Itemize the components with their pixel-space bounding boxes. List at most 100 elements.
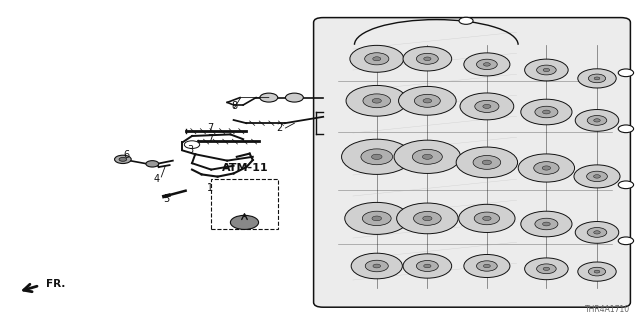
Circle shape <box>350 45 404 72</box>
Circle shape <box>594 119 600 122</box>
Circle shape <box>424 57 431 60</box>
Circle shape <box>536 65 556 75</box>
Circle shape <box>594 77 600 80</box>
Circle shape <box>588 116 607 125</box>
Circle shape <box>423 216 432 221</box>
Circle shape <box>394 140 461 173</box>
Text: THR4A1710: THR4A1710 <box>585 305 630 314</box>
Circle shape <box>578 262 616 281</box>
Circle shape <box>373 264 381 268</box>
Circle shape <box>477 59 497 69</box>
Circle shape <box>464 53 510 76</box>
Circle shape <box>594 231 600 234</box>
Circle shape <box>575 221 619 243</box>
Circle shape <box>146 161 159 167</box>
Text: 4: 4 <box>154 173 160 184</box>
Circle shape <box>460 93 514 120</box>
Circle shape <box>477 261 497 271</box>
Circle shape <box>260 93 278 102</box>
Circle shape <box>518 154 575 182</box>
Text: 2: 2 <box>276 123 283 133</box>
Circle shape <box>403 254 452 278</box>
Circle shape <box>483 104 491 108</box>
Circle shape <box>536 264 556 274</box>
Circle shape <box>618 69 634 77</box>
Circle shape <box>230 215 259 229</box>
Circle shape <box>618 125 634 132</box>
Circle shape <box>397 203 458 234</box>
Circle shape <box>184 141 200 148</box>
Circle shape <box>483 216 491 220</box>
Text: 6: 6 <box>124 150 130 160</box>
Circle shape <box>424 264 431 268</box>
Circle shape <box>588 267 605 276</box>
Circle shape <box>345 203 409 235</box>
Circle shape <box>417 53 438 64</box>
Circle shape <box>365 260 388 272</box>
Circle shape <box>423 99 432 103</box>
Circle shape <box>285 93 303 102</box>
Circle shape <box>483 63 490 66</box>
Circle shape <box>119 157 127 161</box>
Text: 3: 3 <box>187 145 193 155</box>
Circle shape <box>593 175 600 178</box>
Circle shape <box>365 53 389 65</box>
Circle shape <box>483 160 492 165</box>
Circle shape <box>575 109 619 131</box>
Circle shape <box>351 253 403 279</box>
Circle shape <box>456 147 518 178</box>
Circle shape <box>618 237 634 245</box>
Circle shape <box>534 162 559 174</box>
Circle shape <box>535 106 558 118</box>
Circle shape <box>403 47 452 71</box>
Circle shape <box>412 149 442 164</box>
Circle shape <box>372 57 381 61</box>
Circle shape <box>521 99 572 125</box>
Circle shape <box>342 139 412 174</box>
Circle shape <box>372 216 381 221</box>
Circle shape <box>543 222 550 226</box>
Circle shape <box>413 212 441 225</box>
Circle shape <box>543 110 550 114</box>
Circle shape <box>525 258 568 280</box>
Bar <box>211 179 278 229</box>
Circle shape <box>588 228 607 237</box>
Text: 7: 7 <box>207 123 213 133</box>
Circle shape <box>483 264 490 268</box>
Circle shape <box>474 212 500 225</box>
Text: 8: 8 <box>231 101 237 111</box>
Text: FR.: FR. <box>46 279 65 289</box>
FancyBboxPatch shape <box>314 18 630 307</box>
Circle shape <box>371 154 382 159</box>
Circle shape <box>525 59 568 81</box>
Circle shape <box>372 99 381 103</box>
Circle shape <box>361 149 392 165</box>
Circle shape <box>587 171 607 181</box>
Circle shape <box>588 74 605 83</box>
Circle shape <box>543 68 550 72</box>
Circle shape <box>543 267 550 270</box>
Circle shape <box>459 17 473 24</box>
Circle shape <box>362 211 391 226</box>
Circle shape <box>594 270 600 273</box>
Circle shape <box>578 69 616 88</box>
Circle shape <box>473 156 500 169</box>
Circle shape <box>363 94 390 108</box>
Circle shape <box>535 218 558 230</box>
Circle shape <box>542 166 550 170</box>
Circle shape <box>415 94 440 107</box>
Circle shape <box>399 86 456 115</box>
Text: 7: 7 <box>207 134 213 144</box>
Text: 5: 5 <box>163 194 170 204</box>
Circle shape <box>464 254 510 277</box>
Circle shape <box>459 204 515 232</box>
Circle shape <box>618 181 634 189</box>
Text: ATM-11: ATM-11 <box>221 164 268 173</box>
Circle shape <box>417 260 438 271</box>
Circle shape <box>475 100 499 112</box>
Circle shape <box>422 154 433 159</box>
Circle shape <box>346 85 408 116</box>
Circle shape <box>521 211 572 237</box>
Circle shape <box>574 165 620 188</box>
Text: 1: 1 <box>207 183 213 193</box>
